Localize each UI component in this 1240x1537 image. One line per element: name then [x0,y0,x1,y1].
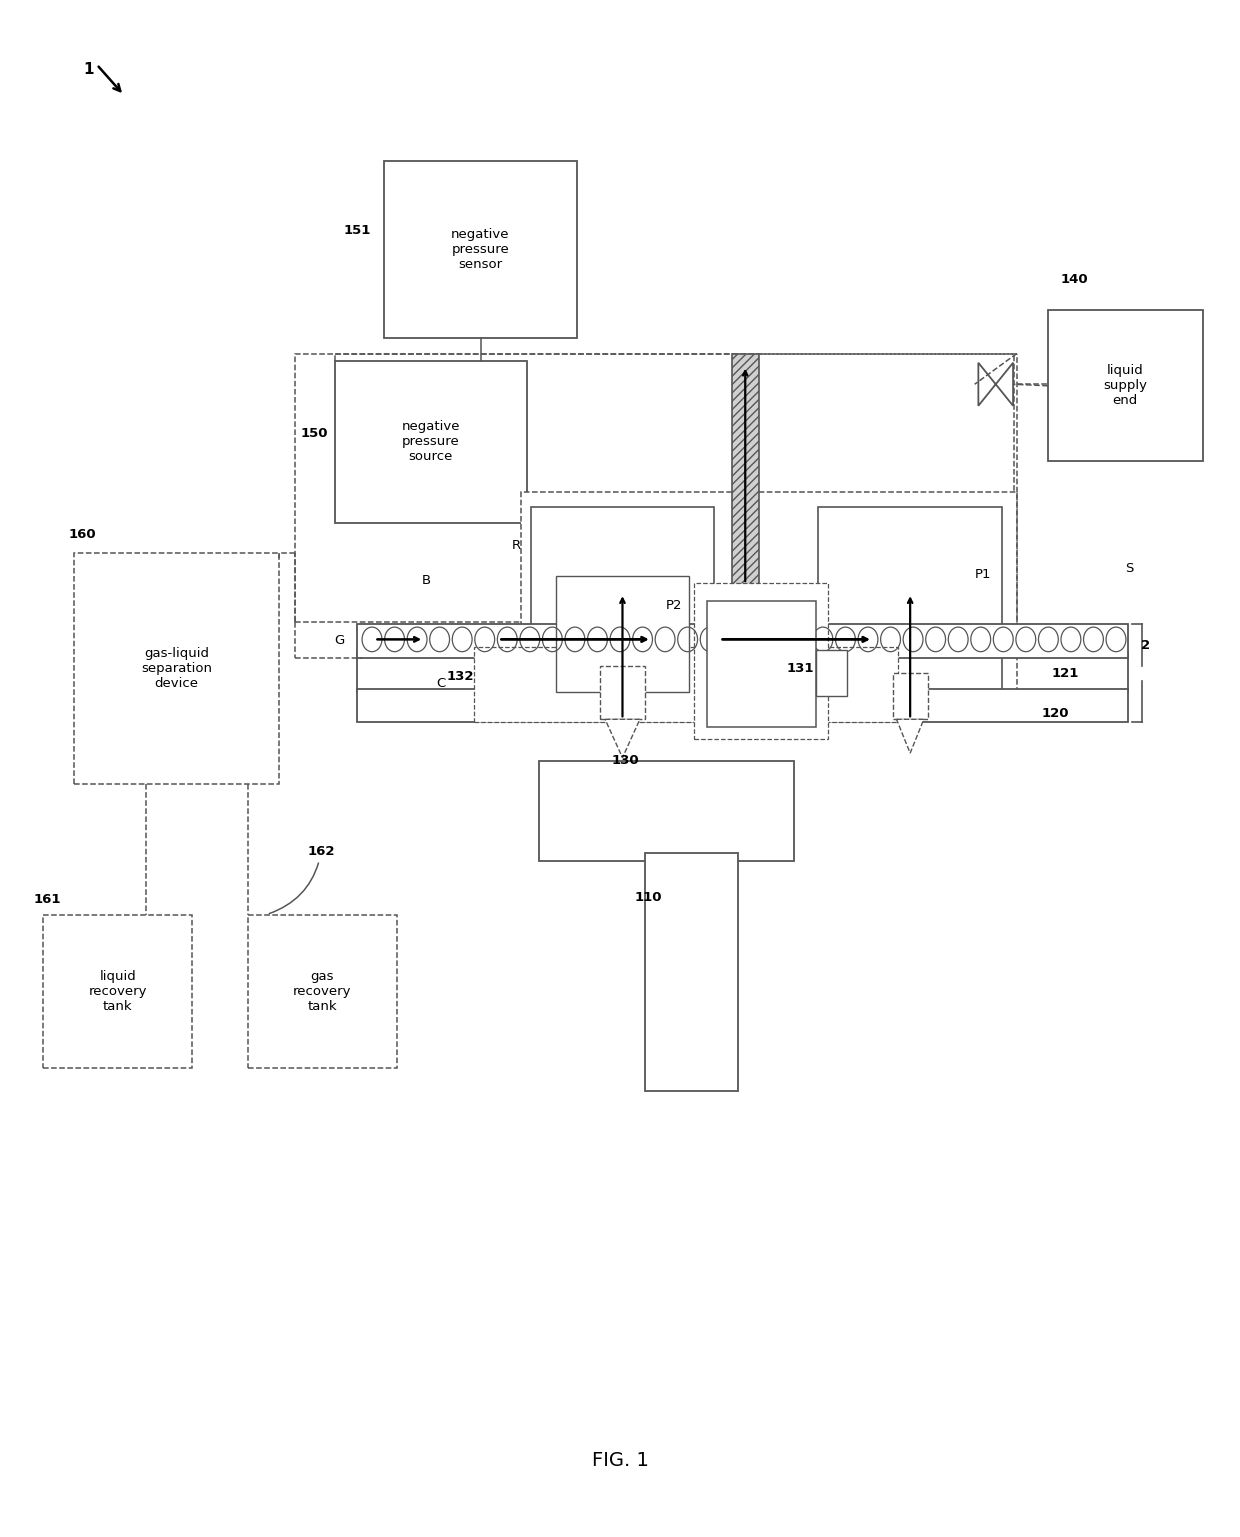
Text: negative
pressure
source: negative pressure source [402,421,460,463]
Bar [818,507,1002,707]
Text: 150: 150 [300,427,327,440]
Text: G: G [335,635,345,647]
Polygon shape [605,719,640,758]
Text: C: C [436,678,445,690]
Bar [531,507,714,707]
Text: P2: P2 [666,599,682,612]
Bar [732,354,759,599]
Text: liquid
recovery
tank: liquid recovery tank [88,970,148,1013]
Text: S: S [1125,563,1133,575]
Bar [539,761,794,861]
Text: 161: 161 [33,893,61,905]
Bar [357,689,1128,722]
Text: 1: 1 [83,61,93,77]
Bar [556,576,689,692]
Text: P1: P1 [975,569,991,581]
Bar [694,583,828,739]
Text: 151: 151 [343,224,371,237]
Bar [1048,310,1203,461]
Text: B: B [422,575,430,587]
Bar [645,853,738,1091]
Bar [600,666,645,719]
Bar [816,650,847,696]
Bar [295,354,1014,622]
Bar [335,361,527,523]
Text: negative
pressure
sensor: negative pressure sensor [451,229,510,271]
Bar [357,624,1128,658]
Text: 121: 121 [1052,667,1079,679]
Text: gas-liquid
separation
device: gas-liquid separation device [141,647,212,690]
Text: gas
recovery
tank: gas recovery tank [293,970,352,1013]
Bar [521,492,1017,715]
Text: 131: 131 [786,662,813,675]
Text: 110: 110 [635,891,662,904]
Bar [893,673,928,719]
Bar [74,553,279,784]
Text: 162: 162 [269,844,335,913]
Text: FIG. 1: FIG. 1 [591,1451,649,1469]
Bar [707,601,816,727]
Bar [248,915,397,1068]
Text: 160: 160 [68,529,95,541]
Bar [357,653,1128,692]
Text: R: R [512,539,521,552]
Text: 132: 132 [446,670,474,682]
Polygon shape [897,719,924,753]
Bar [474,647,898,722]
Text: liquid
supply
end: liquid supply end [1104,364,1147,407]
Text: 2: 2 [1141,639,1149,652]
Text: 140: 140 [1060,274,1087,286]
Text: 120: 120 [1042,707,1069,719]
Bar [384,161,577,338]
Text: 130: 130 [611,755,639,767]
Bar [43,915,192,1068]
